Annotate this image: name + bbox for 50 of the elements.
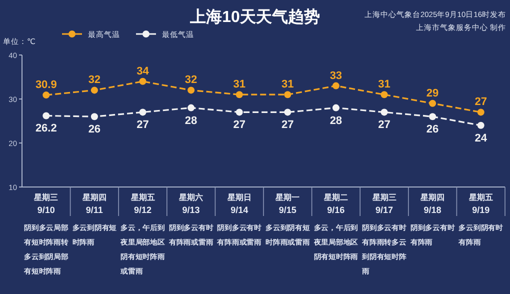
- data-label: 26: [426, 124, 439, 136]
- data-label: 28: [330, 114, 342, 127]
- x-tick-label: 星期一 9/15: [274, 193, 300, 215]
- data-label: 32: [88, 74, 101, 86]
- point: [236, 108, 243, 116]
- data-label: 27: [282, 119, 294, 132]
- point: [188, 86, 195, 94]
- x-tick-label: 星期二 9/16: [322, 193, 348, 215]
- data-label: 26.2: [35, 122, 57, 135]
- data-label: 29: [426, 87, 439, 100]
- chart-title: 上海10天天气趋势: [189, 8, 320, 26]
- data-label: 31: [282, 78, 294, 91]
- x-tick-label: 星期五 9/19: [468, 193, 493, 215]
- point: [429, 113, 436, 120]
- data-label: 31: [233, 78, 246, 91]
- x-tick-label: 星期四 9/18: [420, 193, 445, 215]
- point: [332, 104, 340, 112]
- data-label: 27: [233, 119, 246, 132]
- point: [380, 108, 388, 116]
- data-label: 31: [378, 78, 390, 91]
- point: [42, 112, 50, 120]
- point: [139, 108, 146, 116]
- x-tick-label: 星期六 9/13: [178, 193, 204, 215]
- x-tick-label: 星期三 9/17: [371, 193, 396, 215]
- point: [139, 78, 146, 85]
- data-label: 27: [378, 119, 390, 132]
- point: [332, 82, 340, 90]
- x-tick-label: 星期四 9/11: [81, 193, 106, 215]
- point: [90, 86, 98, 94]
- x-tick-label: 星期日 9/14: [226, 193, 252, 215]
- point: [90, 113, 98, 120]
- data-label: 24: [474, 132, 488, 144]
- point: [284, 91, 292, 98]
- point: [429, 100, 436, 107]
- point: [477, 122, 484, 129]
- point: [42, 92, 50, 99]
- data-label: 27: [136, 119, 149, 132]
- data-label: 32: [184, 74, 198, 86]
- point: [188, 104, 195, 112]
- x-tick-label: 星期五 9/12: [130, 193, 155, 215]
- x-tick-label: 星期三 9/10: [33, 193, 58, 215]
- data-label: 33: [330, 70, 342, 82]
- data-label: 30.9: [35, 79, 57, 92]
- point: [477, 108, 484, 116]
- point: [236, 91, 243, 98]
- data-label: 28: [184, 114, 198, 127]
- point: [284, 108, 292, 116]
- data-label: 26: [88, 124, 101, 136]
- point: [380, 91, 388, 98]
- data-label: 34: [136, 65, 150, 78]
